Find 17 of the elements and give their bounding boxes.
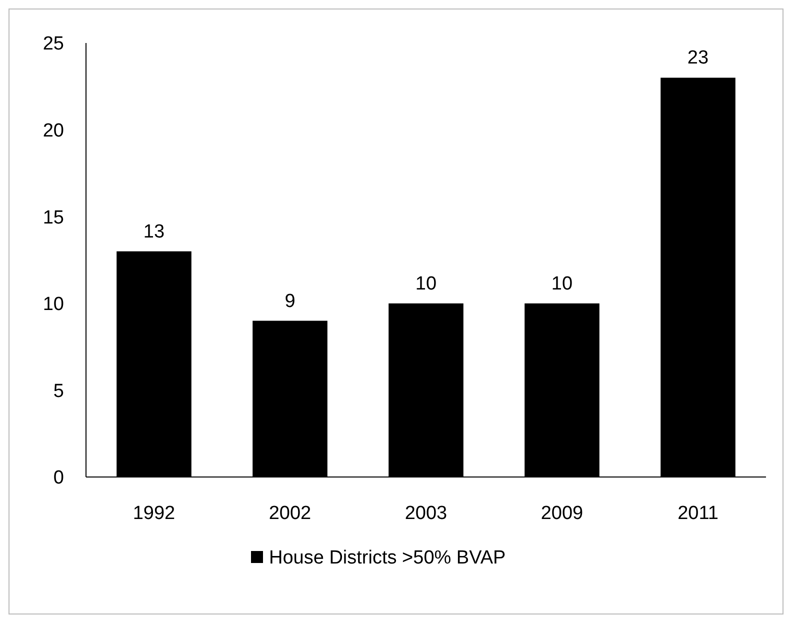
data-label: 9 [284, 290, 296, 312]
y-tick-label: 10 [42, 294, 64, 316]
x-tick-label: 2009 [540, 503, 584, 524]
x-tick-label: 2002 [268, 503, 312, 524]
y-tick-label: 5 [53, 380, 64, 402]
x-tick-label: 2003 [404, 503, 448, 524]
y-tick-label: 25 [42, 34, 64, 55]
data-label: 10 [415, 273, 437, 294]
x-tick-label: 2011 [678, 503, 718, 524]
y-tick-label: 0 [53, 468, 64, 489]
data-label: 10 [551, 273, 573, 294]
x-tick-label: 1992 [132, 503, 176, 524]
data-label: 23 [687, 48, 709, 69]
data-label: 13 [143, 221, 165, 242]
y-tick-label: 15 [42, 207, 64, 228]
y-tick-label: 20 [42, 120, 64, 142]
legend-label: House Districts >50% BVAP [269, 548, 506, 569]
